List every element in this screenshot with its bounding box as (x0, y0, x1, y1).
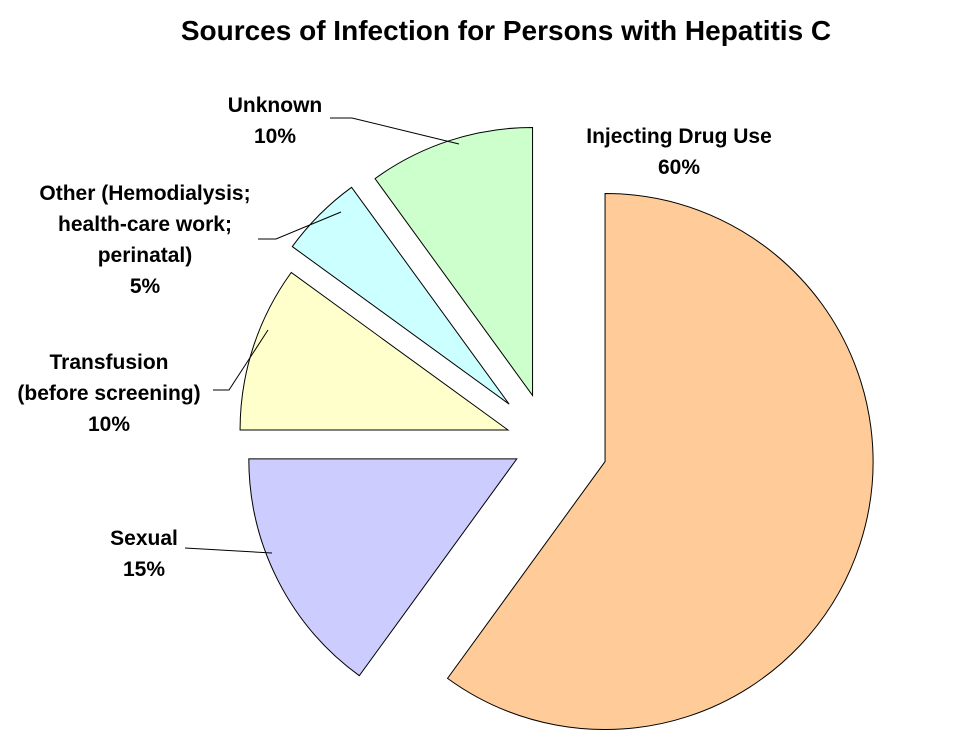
slice-label-1: Injecting Drug Use (586, 125, 772, 148)
slice-label-3: Transfusion (49, 351, 168, 374)
pie-slice-4 (291, 186, 510, 405)
slice-label-4: health-care work; (58, 213, 232, 236)
pie-slice-5 (374, 126, 534, 397)
slice-label-4: Other (Hemodialysis; (39, 182, 250, 205)
slice-label-3: (before screening) (17, 382, 200, 405)
pie-slice-2 (248, 458, 518, 677)
slice-label-2: Sexual (110, 527, 178, 550)
slice-percent-label-5: 10% (254, 125, 296, 148)
leader-line-2 (184, 547, 273, 554)
slice-percent-label-4: 5% (130, 275, 161, 298)
leader-line-4 (258, 211, 342, 240)
slice-percent-label-1: 60% (658, 156, 700, 179)
slice-percent-label-3: 10% (88, 413, 130, 436)
leader-line-3 (213, 329, 269, 391)
pie-slice-3 (239, 271, 510, 431)
pie-slice-1 (446, 193, 874, 730)
slice-percent-label-2: 15% (123, 558, 165, 581)
slice-label-5: Unknown (228, 94, 323, 117)
chart-title: Sources of Infection for Persons with He… (181, 15, 831, 46)
leader-line-5 (330, 117, 460, 145)
slice-label-4: perinatal) (98, 244, 193, 267)
